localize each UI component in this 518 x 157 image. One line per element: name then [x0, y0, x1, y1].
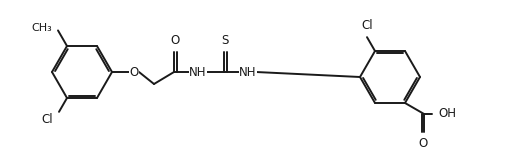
Text: Cl: Cl: [41, 113, 53, 126]
Text: OH: OH: [438, 108, 456, 120]
Text: O: O: [130, 65, 139, 78]
Text: O: O: [419, 137, 428, 150]
Text: Cl: Cl: [361, 19, 373, 32]
Text: CH₃: CH₃: [31, 23, 52, 33]
Text: O: O: [170, 34, 180, 47]
Text: NH: NH: [189, 65, 207, 78]
Text: S: S: [221, 34, 228, 47]
Text: NH: NH: [239, 65, 257, 78]
